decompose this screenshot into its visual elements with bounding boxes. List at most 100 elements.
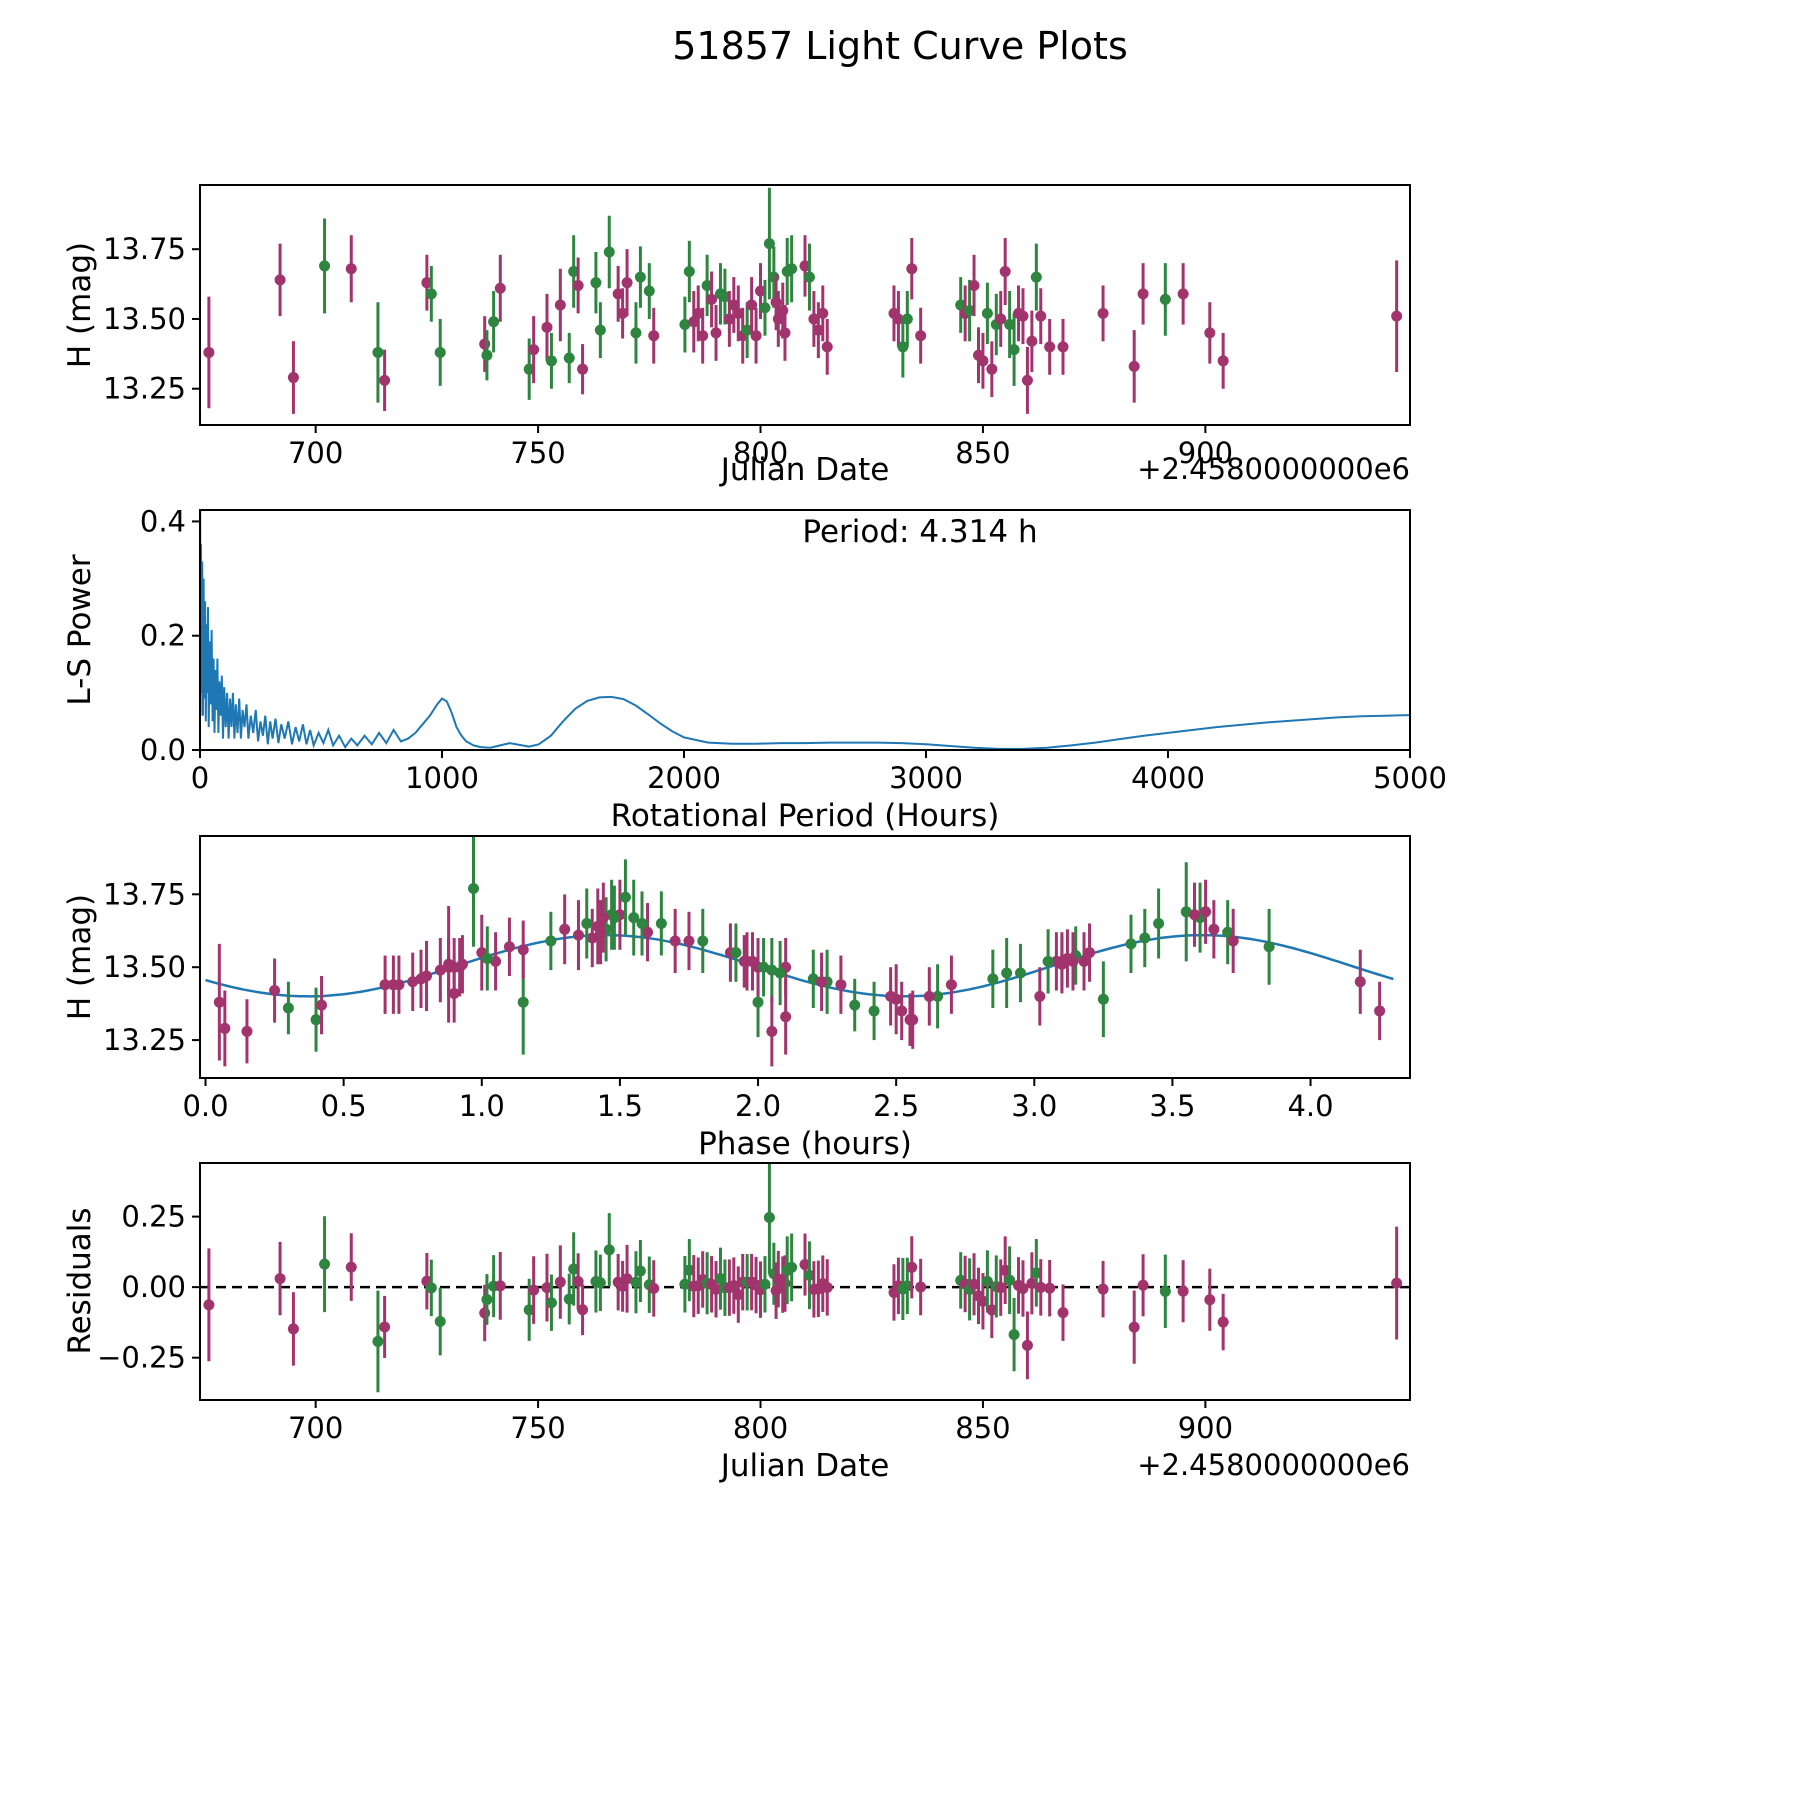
x-tick-label: 2.0 [735,1089,781,1123]
xlabel-lightcurve: Julian Date [720,452,890,488]
data-point [766,964,778,976]
data-point [203,1299,215,1311]
data-point [479,1307,491,1319]
data-point [1030,271,1042,283]
data-point [443,958,455,970]
data-point [1056,958,1068,970]
data-point [964,305,976,317]
data-point [425,288,437,300]
data-point [968,1278,980,1290]
data-point [723,313,735,325]
data-point [901,313,913,325]
data-point [345,1261,357,1273]
x-tick-label: 3.0 [1011,1089,1057,1123]
data-point [1139,932,1151,944]
y-tick-label: 13.25 [103,372,186,406]
data-point [1014,967,1026,979]
data-point [706,293,718,305]
x-tick-label: 850 [955,436,1010,470]
panel-periodogram: 0 1000 2000 3000 4000 5000 0.0 0.2 0.4 [140,504,1447,795]
data-point [807,973,819,985]
data-point [945,979,957,991]
data-point [541,1282,553,1294]
data-point [586,932,598,944]
x-tick-label: 900 [1178,436,1233,470]
data-point [563,1293,575,1305]
data-point [1137,288,1149,300]
data-point [479,338,491,350]
data-point [494,282,506,294]
data-point [1137,1279,1149,1291]
data-point [981,1275,993,1287]
data-point [568,1263,580,1275]
data-point [759,302,771,314]
data-point [1125,938,1137,950]
data-point [779,327,791,339]
data-point [906,1261,918,1273]
offset-label-lightcurve: +2.4580000000e6 [1137,452,1410,486]
data-point [932,990,944,1002]
data-point [977,355,989,367]
ylabel-lightcurve: H (mag) [62,241,98,369]
data-point [981,307,993,319]
data-point [732,1289,744,1301]
data-point [572,1276,584,1288]
data-point [999,1264,1011,1276]
data-point [287,1323,299,1335]
data-point [968,279,980,291]
data-point [697,935,709,947]
ylabel-residuals: Residuals [62,1207,98,1355]
data-point [481,349,493,361]
data-point [799,260,811,272]
data-point [1180,906,1192,918]
data-point [387,979,399,991]
data-point [741,324,753,336]
data-point [1057,341,1069,353]
data-point [915,1281,927,1293]
data-point [528,344,540,356]
data-point [868,1005,880,1017]
data-point [572,929,584,941]
data-point [1159,293,1171,305]
data-point [987,973,999,985]
data-point [287,372,299,384]
data-point [503,941,515,953]
x-tick-label: 3.5 [1149,1089,1195,1123]
data-point [634,271,646,283]
data-point [999,266,1011,278]
data-point [630,327,642,339]
data-point [701,279,713,291]
data-point [1097,993,1109,1005]
data-point [621,1273,633,1285]
data-point [688,316,700,328]
data-point [786,1261,798,1273]
data-point [741,955,753,967]
data-point [269,985,281,997]
data-point [1044,341,1056,353]
data-point [597,912,609,924]
data-point [282,1002,294,1014]
data-point [763,238,775,250]
data-point [1001,967,1013,979]
data-point [995,1282,1007,1294]
data-point [1084,947,1096,959]
data-point [319,260,331,272]
y-tick-label: 13.75 [103,232,186,266]
x-tick-label: 700 [288,436,343,470]
axes-frame [199,1162,1411,1401]
data-point [977,1295,989,1307]
data-point [643,285,655,297]
xlabel-phase: Phase (hours) [698,1126,912,1162]
data-point [732,307,744,319]
axes-frame [199,835,1411,1079]
data-point [559,923,571,935]
data-point [481,1294,493,1306]
data-point [319,1258,331,1270]
data-point [619,891,631,903]
data-point [1153,917,1165,929]
x-tick-label: 1.5 [597,1089,643,1123]
data-point [896,1005,908,1017]
data-point [1391,310,1403,322]
x-tick-label: 0.0 [182,1089,228,1123]
period-annotation: Period: 4.314 h [802,514,1038,550]
